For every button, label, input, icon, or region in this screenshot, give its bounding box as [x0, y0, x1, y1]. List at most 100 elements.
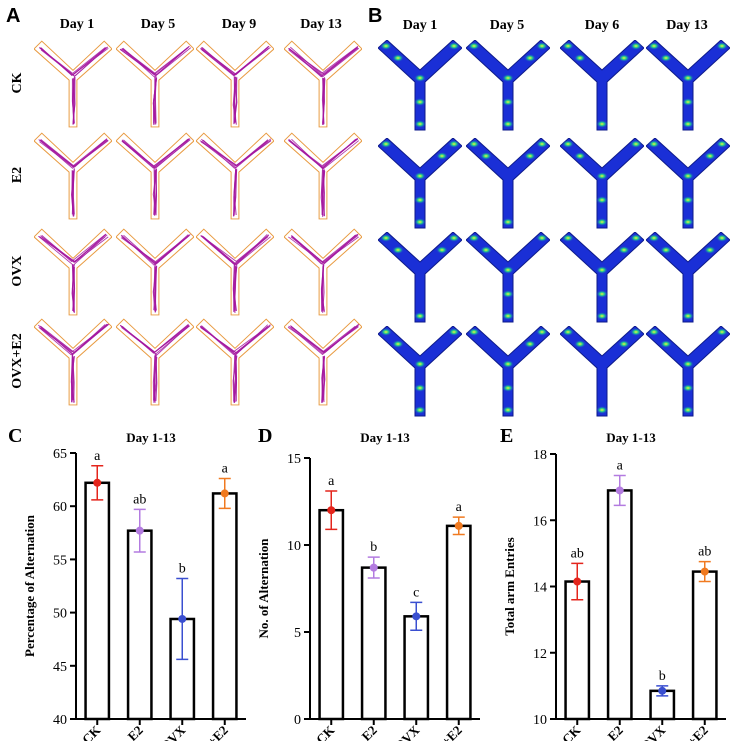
panel-a-day-label: Day 13 [300, 17, 342, 32]
y-axis-label: Total arm Entries [502, 537, 517, 635]
mean-point [454, 521, 463, 530]
significance-letter: c [413, 585, 419, 600]
heatmap-svg [378, 232, 462, 323]
bar [211, 492, 238, 721]
mean-point [178, 614, 187, 623]
y-maze-track-cell [116, 132, 194, 222]
heatmap-cell [646, 232, 730, 324]
heatmap-svg [560, 40, 644, 131]
significance-letter: b [179, 562, 186, 577]
x-tick-label: E2 [359, 723, 380, 741]
heatmap-cell [378, 40, 462, 132]
y-tick-label: 10 [533, 713, 547, 728]
y-maze-track-svg [34, 40, 112, 128]
y-maze-track-svg [34, 228, 112, 316]
chart-title: Day 1-13 [606, 430, 656, 445]
group-row-label: CK [10, 72, 25, 94]
mean-point [615, 486, 624, 495]
panel-a-day-label: Day 5 [140, 17, 176, 32]
x-tick-label: CK [79, 722, 104, 741]
heatmap-cell [560, 40, 644, 132]
heatmap-svg [560, 138, 644, 229]
x-tick-label: E2 [125, 723, 146, 741]
heatmap-svg [378, 326, 462, 417]
x-tick-label: OVX+E2 [664, 723, 711, 741]
y-maze-track-svg [284, 318, 362, 406]
heatmap-svg [378, 40, 462, 131]
heatmap-svg [466, 138, 550, 229]
bar-chart-panel: D Day 1-13 No. of Alternation 0 5 10 15 a CK b E2 c… [250, 420, 492, 746]
y-maze-track-svg [284, 40, 362, 128]
heatmap-svg [646, 40, 730, 131]
y-maze-track-cell [284, 318, 362, 408]
bar [606, 489, 633, 721]
y-tick-label: 12 [533, 647, 547, 662]
heatmap-cell [560, 232, 644, 324]
y-tick-label: 60 [53, 500, 67, 515]
significance-letter: b [370, 540, 377, 555]
x-tick-label: OVX [391, 722, 422, 741]
y-maze-track-cell [284, 228, 362, 318]
y-maze-track-cell [196, 228, 274, 318]
group-row-label: OVX [10, 255, 25, 287]
y-tick-label: 10 [287, 539, 301, 554]
heatmap-svg [646, 326, 730, 417]
y-maze-track-cell [284, 40, 362, 130]
bar [84, 481, 111, 721]
panel-b-day-label: Day 1 [402, 18, 438, 33]
y-maze-track-svg [34, 318, 112, 406]
significance-letter: b [659, 669, 666, 684]
bar [403, 615, 430, 721]
y-maze-track-svg [196, 132, 274, 220]
y-maze-track-svg [284, 228, 362, 316]
y-tick-label: 65 [53, 447, 67, 462]
bar [360, 566, 387, 721]
y-maze-track-cell [116, 318, 194, 408]
significance-letter: a [328, 474, 335, 489]
bar-chart-svg: C Day 1-13 Percentage of Alternation 40 45 50… [8, 425, 246, 746]
heatmap-svg [646, 138, 730, 229]
y-tick-label: 5 [294, 626, 301, 641]
y-tick-label: 18 [533, 448, 547, 463]
chart-title: Day 1-13 [126, 430, 176, 445]
panel-b-day-label: Day 5 [489, 18, 525, 33]
heatmap-cell [378, 326, 462, 418]
y-axis-label: No. of Alternation [256, 538, 271, 639]
mean-point [93, 478, 102, 487]
panel-letter: C [8, 425, 22, 447]
mean-point [412, 612, 421, 621]
y-tick-label: 40 [53, 713, 67, 728]
heatmap-cell [378, 138, 462, 230]
significance-letter: ab [698, 545, 711, 560]
panel-a-day-label: Day 1 [59, 17, 95, 32]
y-tick-label: 14 [533, 581, 547, 596]
y-tick-label: 0 [294, 713, 301, 728]
significance-letter: a [617, 459, 624, 474]
heatmap-svg [560, 232, 644, 323]
heatmap-svg [378, 138, 462, 229]
panel-letter: D [258, 425, 272, 447]
bar [564, 580, 591, 721]
group-row-label: E2 [10, 166, 25, 184]
heatmap-svg [466, 326, 550, 417]
mean-point [658, 686, 667, 695]
heatmap-cell [466, 138, 550, 230]
panel-letter: E [500, 425, 513, 447]
y-tick-label: 45 [53, 660, 67, 675]
y-tick-label: 50 [53, 607, 67, 622]
bar [691, 570, 718, 721]
panel-b-day-label: Day 6 [584, 18, 620, 33]
y-maze-track-cell [34, 132, 112, 222]
group-row-label: OVX+E2 [10, 333, 25, 389]
x-tick-label: CK [559, 722, 584, 741]
y-maze-track-cell [34, 228, 112, 318]
heatmap-svg [646, 232, 730, 323]
y-maze-track-svg [34, 132, 112, 220]
heatmap-cell [466, 232, 550, 324]
heatmap-cell [560, 326, 644, 418]
y-maze-track-cell [196, 132, 274, 222]
y-tick-label: 16 [533, 514, 547, 529]
chart-title: Day 1-13 [360, 430, 410, 445]
significance-letter: ab [133, 492, 146, 507]
y-tick-label: 15 [287, 452, 301, 467]
